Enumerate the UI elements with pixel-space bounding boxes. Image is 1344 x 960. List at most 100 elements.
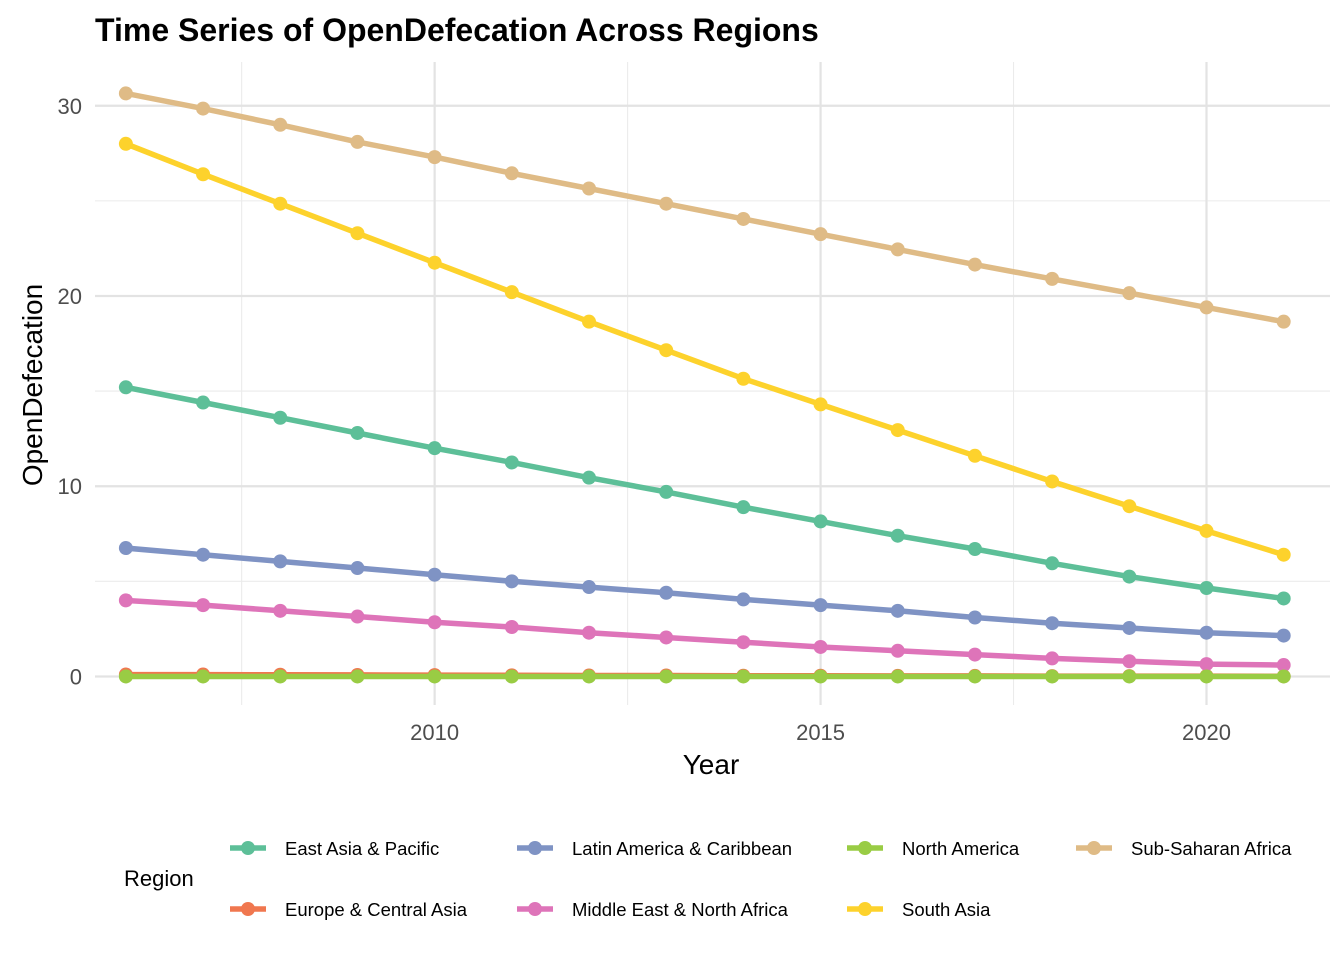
data-point-sub-saharan-africa	[736, 211, 751, 226]
data-point-middle-east-and-north-africa	[350, 609, 365, 624]
series-sub-saharan-africa	[118, 86, 1291, 329]
data-point-sub-saharan-africa	[967, 257, 982, 272]
data-point-latin-america-and-caribbean	[736, 592, 751, 607]
data-point-middle-east-and-north-africa	[582, 625, 596, 640]
data-point-south-asia	[736, 371, 751, 386]
data-point-south-asia	[813, 397, 828, 412]
legend-label: South Asia	[902, 899, 991, 920]
data-point-south-asia	[1045, 474, 1060, 489]
data-point-north-america	[504, 669, 519, 684]
data-point-sub-saharan-africa	[813, 227, 828, 242]
data-point-latin-america-and-caribbean	[504, 574, 519, 589]
series-latin-america-and-caribbean	[118, 541, 1291, 643]
data-point-north-america	[659, 669, 674, 684]
data-point-sub-saharan-africa	[118, 86, 133, 101]
data-point-sub-saharan-africa	[582, 181, 596, 196]
series-line-south-asia	[124, 141, 1285, 558]
series-line-sub-saharan-africa	[125, 90, 1285, 325]
data-point-south-asia	[427, 255, 442, 270]
data-point-north-america	[1276, 669, 1291, 684]
data-point-south-asia	[1199, 523, 1214, 538]
data-point-latin-america-and-caribbean	[427, 567, 442, 582]
legend-label: Middle East & North Africa	[572, 899, 789, 920]
data-point-south-asia	[582, 314, 596, 329]
data-point-east-asia-and-pacific	[736, 500, 751, 515]
legend-label: North America	[902, 838, 1020, 859]
data-point-latin-america-and-caribbean	[967, 610, 982, 625]
data-point-middle-east-and-north-africa	[1276, 658, 1291, 673]
data-point-middle-east-and-north-africa	[967, 647, 982, 662]
legend-label: East Asia & Pacific	[285, 838, 439, 859]
data-point-sub-saharan-africa	[196, 101, 211, 116]
data-point-sub-saharan-africa	[890, 242, 905, 257]
legend-key-point	[241, 902, 255, 916]
data-point-latin-america-and-caribbean	[582, 580, 596, 595]
data-point-middle-east-and-north-africa	[118, 593, 133, 608]
data-point-middle-east-and-north-africa	[504, 620, 519, 635]
data-point-sub-saharan-africa	[1199, 300, 1214, 315]
series-line-latin-america-and-caribbean	[125, 545, 1284, 639]
data-point-east-asia-and-pacific	[813, 514, 828, 529]
data-point-south-asia	[504, 285, 519, 300]
data-point-north-america	[967, 669, 982, 684]
data-point-middle-east-and-north-africa	[1199, 657, 1214, 672]
chart-title: Time Series of OpenDefecation Across Reg…	[95, 12, 819, 48]
data-point-north-america	[427, 669, 442, 684]
data-point-east-asia-and-pacific	[1122, 569, 1137, 584]
data-point-east-asia-and-pacific	[196, 395, 211, 410]
data-point-north-america	[736, 669, 751, 684]
data-point-sub-saharan-africa	[659, 196, 674, 211]
data-point-latin-america-and-caribbean	[659, 585, 674, 600]
data-point-north-america	[813, 669, 828, 684]
data-point-sub-saharan-africa	[1045, 271, 1060, 286]
legend: Region East Asia & Pacific Latin America …	[124, 838, 1292, 920]
legend-item-europe-and-central-asia: Europe & Central Asia	[230, 899, 468, 920]
legend-key-point	[241, 841, 255, 855]
data-point-latin-america-and-caribbean	[196, 547, 211, 562]
legend-item-east-asia-and-pacific: East Asia & Pacific	[230, 838, 439, 859]
data-point-latin-america-and-caribbean	[1199, 625, 1214, 640]
legend-key-point	[528, 841, 542, 855]
data-point-north-america	[1045, 669, 1060, 684]
y-tick-label: 30	[58, 94, 82, 119]
data-point-south-asia	[350, 226, 365, 241]
x-tick-label: 2020	[1182, 720, 1231, 745]
data-point-middle-east-and-north-africa	[196, 598, 211, 613]
data-point-middle-east-and-north-africa	[427, 615, 442, 630]
data-point-north-america	[1199, 669, 1214, 684]
data-point-latin-america-and-caribbean	[350, 561, 365, 576]
series-layer	[118, 86, 1291, 684]
data-point-south-asia	[1276, 547, 1291, 562]
legend-key-point	[858, 841, 872, 855]
data-point-latin-america-and-caribbean	[1276, 628, 1291, 643]
y-tick-label: 20	[58, 284, 82, 309]
series-line-east-asia-and-pacific	[125, 384, 1285, 602]
data-point-north-america	[890, 669, 905, 684]
data-point-north-america	[118, 669, 133, 684]
legend-title: Region	[124, 866, 194, 891]
y-axis-title: OpenDefecation	[17, 284, 48, 486]
legend-key-point	[858, 902, 872, 916]
data-point-south-asia	[890, 423, 905, 438]
data-point-north-america	[582, 669, 596, 684]
x-tick-label: 2010	[410, 720, 459, 745]
data-point-east-asia-and-pacific	[427, 441, 442, 456]
data-point-sub-saharan-africa	[273, 117, 288, 132]
legend-item-north-america: North America	[847, 838, 1020, 859]
data-point-east-asia-and-pacific	[350, 425, 365, 440]
data-point-middle-east-and-north-africa	[273, 603, 288, 618]
data-point-sub-saharan-africa	[427, 150, 442, 165]
legend-item-sub-saharan-africa: Sub-Saharan Africa	[1076, 838, 1292, 859]
data-point-latin-america-and-caribbean	[1045, 616, 1060, 631]
data-point-south-asia	[659, 343, 674, 358]
data-point-east-asia-and-pacific	[967, 542, 982, 557]
data-point-latin-america-and-caribbean	[890, 603, 905, 618]
data-point-south-asia	[1122, 499, 1137, 514]
data-point-east-asia-and-pacific	[582, 470, 596, 485]
data-point-middle-east-and-north-africa	[1122, 654, 1137, 669]
data-point-middle-east-and-north-africa	[659, 630, 674, 645]
data-point-middle-east-and-north-africa	[890, 643, 905, 658]
series-north-america	[118, 669, 1291, 684]
series-east-asia-and-pacific	[118, 380, 1291, 606]
